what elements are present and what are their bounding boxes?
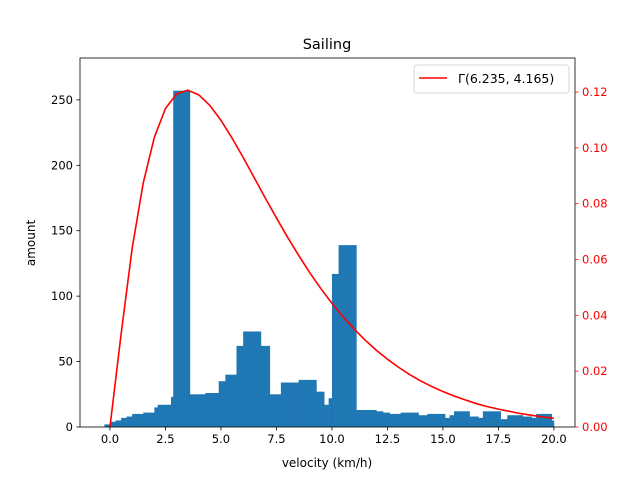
histogram-bar	[445, 417, 450, 427]
histogram-bar	[260, 345, 271, 427]
x-axis-label: velocity (km/h)	[282, 456, 372, 470]
histogram-bar	[389, 413, 402, 427]
y2-tick-label: 0.02	[582, 364, 608, 378]
histogram-bar	[225, 374, 237, 427]
histogram-bar	[551, 420, 555, 427]
histogram-bar	[427, 413, 446, 427]
histogram-bar	[189, 394, 206, 427]
bars-group	[104, 90, 555, 427]
y2-tick-label: 0.00	[582, 420, 608, 434]
histogram-bar	[454, 411, 470, 427]
y-tick-label: 200	[51, 158, 73, 172]
histogram-bar	[356, 409, 377, 427]
histogram-bar	[418, 415, 428, 427]
y-tick-label: 150	[51, 224, 73, 238]
histogram-bar	[143, 412, 155, 427]
histogram-bar	[331, 273, 339, 427]
x-tick-label: 7.5	[267, 432, 285, 446]
y2-axis-ticks: 0.00 0.02 0.04 0.06 0.08 0.10 0.12	[575, 85, 608, 434]
histogram-bar	[157, 404, 172, 427]
axes-frame	[79, 57, 576, 428]
histogram-bar	[316, 391, 325, 427]
histogram-bar	[478, 417, 484, 427]
histogram-bar	[173, 90, 191, 427]
y2-tick-label: 0.06	[582, 253, 608, 267]
x-tick-label: 12.5	[375, 432, 401, 446]
x-tick-label: 10.0	[319, 432, 345, 446]
x-tick-label: 20.0	[541, 432, 567, 446]
histogram-bar	[324, 404, 329, 427]
histogram-bar	[507, 415, 524, 427]
y-tick-label: 250	[51, 93, 73, 107]
y-tick-label: 100	[51, 289, 73, 303]
y-tick-label: 0	[66, 420, 73, 434]
histogram-bar	[522, 416, 533, 427]
y2-tick-label: 0.10	[582, 141, 608, 155]
y2-tick-label: 0.08	[582, 197, 608, 211]
chart-title: Sailing	[303, 37, 352, 53]
histogram-bar	[126, 416, 133, 427]
y-tick-label: 50	[58, 355, 73, 369]
histogram-bar	[400, 412, 419, 427]
histogram-bar	[205, 392, 220, 427]
histogram-bar	[171, 396, 174, 427]
histogram-bar	[500, 419, 508, 427]
x-tick-label: 17.5	[486, 432, 512, 446]
histogram-bar	[109, 421, 116, 427]
x-tick-label: 5.0	[212, 432, 230, 446]
y2-tick-label: 0.04	[582, 308, 608, 322]
y-axis-ticks: 0 50 100 150 200 250	[51, 93, 80, 434]
histogram-bar	[115, 420, 122, 427]
histogram-bar	[243, 331, 262, 427]
x-tick-label: 2.5	[156, 432, 174, 446]
legend: Γ(6.235, 4.165)	[413, 64, 570, 94]
histogram-bar	[469, 416, 479, 427]
histogram-bar	[132, 413, 144, 427]
histogram-bar	[218, 381, 226, 427]
x-tick-label: 0.0	[101, 432, 119, 446]
gamma-pdf-line	[109, 89, 555, 428]
histogram-bar	[531, 417, 537, 427]
histogram-bar	[154, 407, 158, 427]
histogram-bar	[338, 245, 357, 427]
histogram-bar	[328, 398, 333, 427]
histogram-bar	[382, 412, 390, 427]
x-axis-ticks: 0.0 2.5 5.0 7.5 10.0 12.5 15.0 17.5 20.0	[101, 427, 567, 446]
histogram-bar	[298, 379, 317, 427]
histogram-bar	[104, 424, 111, 427]
histogram-bar	[449, 415, 455, 427]
histogram-bar	[121, 417, 127, 427]
histogram-bar	[482, 411, 501, 427]
x-tick-label: 15.0	[430, 432, 456, 446]
y2-tick-label: 0.12	[582, 85, 608, 99]
histogram-bar	[376, 411, 384, 427]
histogram-bar	[269, 394, 282, 427]
y-axis-label: amount	[24, 220, 38, 267]
histogram-bar	[236, 345, 244, 427]
legend-label: Γ(6.235, 4.165)	[458, 71, 554, 86]
histogram-bar	[280, 382, 299, 427]
